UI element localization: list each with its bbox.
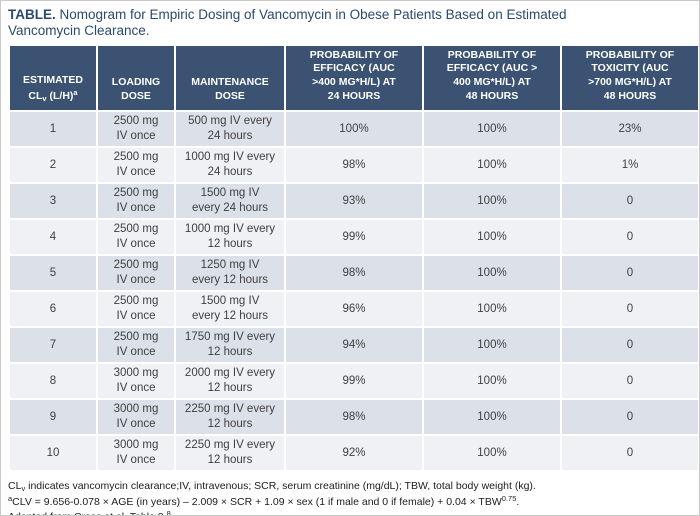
table-title: TABLE. Nomogram for Empiric Dosing of Va… (8, 7, 693, 39)
header-loading-dose: LOADING DOSE (96, 43, 176, 113)
cell-toxicity-48h: 0 (560, 398, 699, 436)
cell-efficacy-24h: 98% (284, 398, 424, 436)
cell-maintenance-dose: 1500 mg IV every 12 hours (174, 290, 286, 328)
cell-toxicity-48h: 0 (560, 290, 699, 328)
cell-efficacy-48h: 100% (422, 182, 562, 220)
table-row: 10 3000 mg IV once 2250 mg IV every 12 h… (8, 434, 699, 472)
cell-efficacy-24h: 99% (284, 362, 424, 400)
cell-toxicity-48h: 1% (560, 146, 699, 184)
cell-maintenance-dose: 2000 mg IV every 12 hours (174, 362, 286, 400)
cell-efficacy-48h: 100% (422, 218, 562, 256)
cell-efficacy-24h: 96% (284, 290, 424, 328)
cell-efficacy-48h: 100% (422, 362, 562, 400)
cell-loading-dose: 2500 mg IV once (96, 254, 176, 292)
cell-toxicity-48h: 0 (560, 326, 699, 364)
cell-estimated-clv: 1 (8, 110, 98, 148)
table-title-label: TABLE. (8, 7, 56, 22)
cell-efficacy-48h: 100% (422, 398, 562, 436)
cell-maintenance-dose: 1000 mg IV every 12 hours (174, 218, 286, 256)
cell-estimated-clv: 4 (8, 218, 98, 256)
cell-efficacy-48h: 100% (422, 110, 562, 148)
cell-loading-dose: 2500 mg IV once (96, 146, 176, 184)
cell-loading-dose: 2500 mg IV once (96, 182, 176, 220)
cell-maintenance-dose: 1000 mg IV every 24 hours (174, 146, 286, 184)
cell-loading-dose: 3000 mg IV once (96, 434, 176, 472)
table-row: 4 2500 mg IV once 1000 mg IV every 12 ho… (8, 218, 699, 256)
cell-maintenance-dose: 1500 mg IV every 24 hours (174, 182, 286, 220)
cell-efficacy-48h: 100% (422, 290, 562, 328)
cell-toxicity-48h: 0 (560, 362, 699, 400)
cell-loading-dose: 2500 mg IV once (96, 326, 176, 364)
footnote-formula: aCLV = 9.656-0.078 × AGE (in years) – 2.… (8, 494, 520, 509)
cell-loading-dose: 2500 mg IV once (96, 110, 176, 148)
header-toxicity-48h: PROBABILITY OF TOXICITY (AUC >700 MG*H/L… (560, 43, 699, 113)
cell-toxicity-48h: 0 (560, 434, 699, 472)
cell-efficacy-24h: 98% (284, 146, 424, 184)
header-efficacy-48h: PROBABILITY OF EFFICACY (AUC > 400 MG*H/… (422, 43, 562, 113)
table-title-text: Nomogram for Empiric Dosing of Vancomyci… (8, 7, 567, 38)
table-row: 7 2500 mg IV once 1750 mg IV every 12 ho… (8, 326, 699, 364)
cell-efficacy-24h: 92% (284, 434, 424, 472)
cell-toxicity-48h: 0 (560, 218, 699, 256)
table-row: 9 3000 mg IV once 2250 mg IV every 12 ho… (8, 398, 699, 436)
cell-maintenance-dose: 1750 mg IV every 12 hours (174, 326, 286, 364)
cell-loading-dose: 2500 mg IV once (96, 218, 176, 256)
header-maintenance-dose: MAINTENANCE DOSE (174, 43, 286, 113)
cell-loading-dose: 3000 mg IV once (96, 362, 176, 400)
cell-estimated-clv: 3 (8, 182, 98, 220)
cell-estimated-clv: 7 (8, 326, 98, 364)
reference-8-marker: 8 (166, 509, 171, 516)
clv-subscript: v (42, 94, 47, 104)
cell-efficacy-48h: 100% (422, 326, 562, 364)
table-row: 1 2500 mg IV once 500 mg IV every 24 hou… (8, 110, 699, 148)
table-body: 1 2500 mg IV once 500 mg IV every 24 hou… (8, 110, 699, 472)
cell-efficacy-24h: 100% (284, 110, 424, 148)
cell-estimated-clv: 8 (8, 362, 98, 400)
cell-estimated-clv: 2 (8, 146, 98, 184)
cell-toxicity-48h: 0 (560, 182, 699, 220)
cell-toxicity-48h: 0 (560, 254, 699, 292)
cell-efficacy-48h: 100% (422, 146, 562, 184)
cell-efficacy-48h: 100% (422, 434, 562, 472)
cell-efficacy-24h: 99% (284, 218, 424, 256)
table-row: 8 3000 mg IV once 2000 mg IV every 12 ho… (8, 362, 699, 400)
cell-toxicity-48h: 23% (560, 110, 699, 148)
cell-efficacy-24h: 93% (284, 182, 424, 220)
cell-estimated-clv: 5 (8, 254, 98, 292)
header-estimated-clv: ESTIMATED CLv (L/H)a (8, 43, 98, 113)
footnote-source: Adapted from Crass et al, Table 2.8 (8, 509, 693, 516)
cell-maintenance-dose: 2250 mg IV every 12 hours (174, 434, 286, 472)
cell-loading-dose: 2500 mg IV once (96, 290, 176, 328)
cell-loading-dose: 3000 mg IV once (96, 398, 176, 436)
cell-estimated-clv: 9 (8, 398, 98, 436)
cell-maintenance-dose: 500 mg IV every 24 hours (174, 110, 286, 148)
cell-efficacy-24h: 98% (284, 254, 424, 292)
footnote-abbreviations: CLv indicates vancomycin clearance;IV, i… (8, 480, 536, 493)
header-estimated-clv-line1: ESTIMATED (23, 74, 83, 87)
table-row: 2 2500 mg IV once 1000 mg IV every 24 ho… (8, 146, 699, 184)
cell-estimated-clv: 6 (8, 290, 98, 328)
header-efficacy-24h: PROBABILITY OF EFFICACY (AUC >400 MG*H/L… (284, 43, 424, 113)
footnotes: CLv indicates vancomycin clearance;IV, i… (8, 479, 693, 516)
table-row: 6 2500 mg IV once 1500 mg IV every 12 ho… (8, 290, 699, 328)
cell-efficacy-24h: 94% (284, 326, 424, 364)
table-row: 5 2500 mg IV once 1250 mg IV every 12 ho… (8, 254, 699, 292)
table-header-row: ESTIMATED CLv (L/H)a LOADING DOSE MAINTEN… (8, 43, 699, 113)
footnote-a-marker: a (73, 88, 78, 98)
cell-estimated-clv: 10 (8, 434, 98, 472)
header-estimated-clv-line2: CLv (L/H)a (28, 88, 78, 104)
dosing-table: ESTIMATED CLv (L/H)a LOADING DOSE MAINTEN… (8, 43, 699, 472)
table-row: 3 2500 mg IV once 1500 mg IV every 24 ho… (8, 182, 699, 220)
cell-maintenance-dose: 2250 mg IV every 12 hours (174, 398, 286, 436)
cell-efficacy-48h: 100% (422, 254, 562, 292)
cell-maintenance-dose: 1250 mg IV every 12 hours (174, 254, 286, 292)
